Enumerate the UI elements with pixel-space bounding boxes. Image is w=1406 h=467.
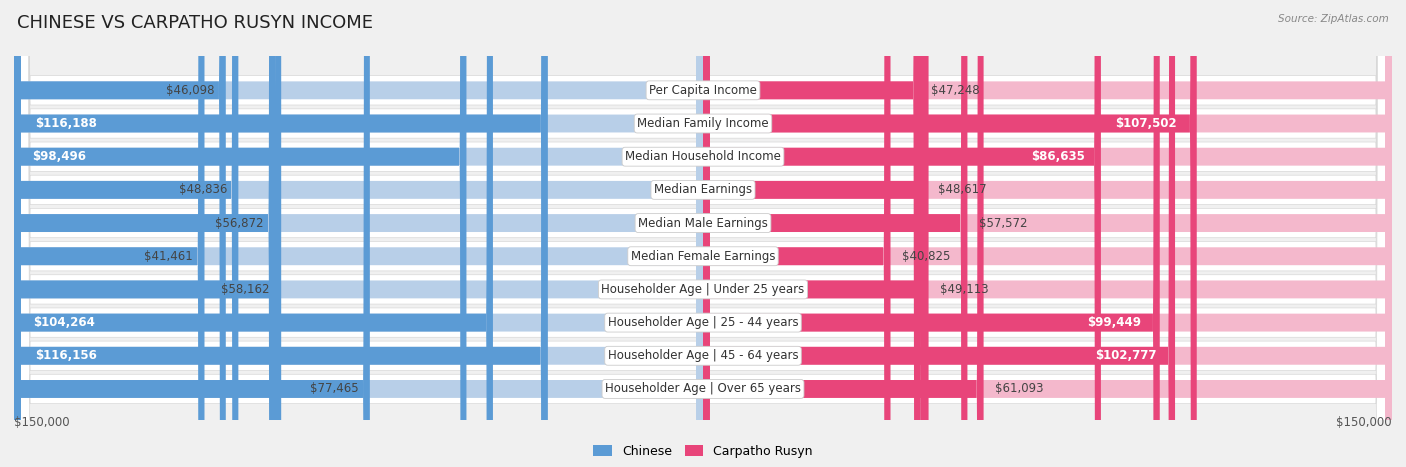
FancyBboxPatch shape xyxy=(14,0,467,467)
FancyBboxPatch shape xyxy=(703,0,1392,467)
FancyBboxPatch shape xyxy=(14,0,703,467)
FancyBboxPatch shape xyxy=(703,0,1160,467)
FancyBboxPatch shape xyxy=(14,0,1392,467)
FancyBboxPatch shape xyxy=(14,0,276,467)
Text: $40,825: $40,825 xyxy=(903,250,950,263)
Text: $86,635: $86,635 xyxy=(1031,150,1085,163)
FancyBboxPatch shape xyxy=(703,0,1392,467)
FancyBboxPatch shape xyxy=(14,0,1392,467)
FancyBboxPatch shape xyxy=(14,0,204,467)
FancyBboxPatch shape xyxy=(14,0,370,467)
FancyBboxPatch shape xyxy=(14,0,703,467)
FancyBboxPatch shape xyxy=(703,0,1392,467)
Text: Source: ZipAtlas.com: Source: ZipAtlas.com xyxy=(1278,14,1389,24)
Text: Householder Age | 45 - 64 years: Householder Age | 45 - 64 years xyxy=(607,349,799,362)
FancyBboxPatch shape xyxy=(703,0,1392,467)
FancyBboxPatch shape xyxy=(703,0,920,467)
Text: $48,617: $48,617 xyxy=(938,184,987,196)
FancyBboxPatch shape xyxy=(703,0,1392,467)
FancyBboxPatch shape xyxy=(703,0,1197,467)
FancyBboxPatch shape xyxy=(703,0,1392,467)
Legend: Chinese, Carpatho Rusyn: Chinese, Carpatho Rusyn xyxy=(589,441,817,461)
FancyBboxPatch shape xyxy=(14,0,239,467)
Text: CHINESE VS CARPATHO RUSYN INCOME: CHINESE VS CARPATHO RUSYN INCOME xyxy=(17,14,373,32)
FancyBboxPatch shape xyxy=(14,0,1392,467)
FancyBboxPatch shape xyxy=(703,0,1392,467)
Text: $48,836: $48,836 xyxy=(179,184,226,196)
FancyBboxPatch shape xyxy=(14,0,703,467)
FancyBboxPatch shape xyxy=(703,0,1392,467)
FancyBboxPatch shape xyxy=(703,0,1392,467)
FancyBboxPatch shape xyxy=(14,0,703,467)
FancyBboxPatch shape xyxy=(14,0,703,467)
FancyBboxPatch shape xyxy=(703,0,890,467)
Text: Median Family Income: Median Family Income xyxy=(637,117,769,130)
Text: Householder Age | 25 - 44 years: Householder Age | 25 - 44 years xyxy=(607,316,799,329)
FancyBboxPatch shape xyxy=(14,0,494,467)
FancyBboxPatch shape xyxy=(703,0,927,467)
FancyBboxPatch shape xyxy=(703,0,1392,467)
FancyBboxPatch shape xyxy=(14,0,1392,467)
Text: $46,098: $46,098 xyxy=(166,84,214,97)
Text: $150,000: $150,000 xyxy=(1336,416,1392,429)
Text: $107,502: $107,502 xyxy=(1115,117,1177,130)
FancyBboxPatch shape xyxy=(14,0,703,467)
Text: $56,872: $56,872 xyxy=(215,217,264,230)
Text: $150,000: $150,000 xyxy=(14,416,70,429)
Text: Per Capita Income: Per Capita Income xyxy=(650,84,756,97)
FancyBboxPatch shape xyxy=(703,0,1175,467)
FancyBboxPatch shape xyxy=(14,0,281,467)
FancyBboxPatch shape xyxy=(703,0,967,467)
FancyBboxPatch shape xyxy=(14,0,703,467)
Text: $57,572: $57,572 xyxy=(979,217,1028,230)
FancyBboxPatch shape xyxy=(14,0,226,467)
Text: $58,162: $58,162 xyxy=(221,283,270,296)
FancyBboxPatch shape xyxy=(14,0,703,467)
FancyBboxPatch shape xyxy=(14,0,1392,467)
Text: $49,113: $49,113 xyxy=(941,283,988,296)
FancyBboxPatch shape xyxy=(14,0,1392,467)
Text: Median Household Income: Median Household Income xyxy=(626,150,780,163)
FancyBboxPatch shape xyxy=(703,0,1101,467)
Text: Householder Age | Over 65 years: Householder Age | Over 65 years xyxy=(605,382,801,396)
FancyBboxPatch shape xyxy=(14,0,1392,467)
Text: Median Female Earnings: Median Female Earnings xyxy=(631,250,775,263)
Text: $77,465: $77,465 xyxy=(309,382,359,396)
FancyBboxPatch shape xyxy=(703,0,984,467)
Text: $98,496: $98,496 xyxy=(32,150,86,163)
Text: $47,248: $47,248 xyxy=(932,84,980,97)
FancyBboxPatch shape xyxy=(14,0,1392,467)
Text: $116,188: $116,188 xyxy=(35,117,97,130)
Text: $116,156: $116,156 xyxy=(35,349,97,362)
Text: $41,461: $41,461 xyxy=(145,250,193,263)
Text: Median Male Earnings: Median Male Earnings xyxy=(638,217,768,230)
FancyBboxPatch shape xyxy=(14,0,548,467)
FancyBboxPatch shape xyxy=(14,0,1392,467)
FancyBboxPatch shape xyxy=(703,0,928,467)
Text: $61,093: $61,093 xyxy=(995,382,1043,396)
FancyBboxPatch shape xyxy=(14,0,547,467)
Text: $104,264: $104,264 xyxy=(34,316,96,329)
Text: Median Earnings: Median Earnings xyxy=(654,184,752,196)
FancyBboxPatch shape xyxy=(14,0,703,467)
Text: $102,777: $102,777 xyxy=(1095,349,1156,362)
FancyBboxPatch shape xyxy=(14,0,1392,467)
Text: $99,449: $99,449 xyxy=(1087,316,1142,329)
FancyBboxPatch shape xyxy=(14,0,703,467)
Text: Householder Age | Under 25 years: Householder Age | Under 25 years xyxy=(602,283,804,296)
